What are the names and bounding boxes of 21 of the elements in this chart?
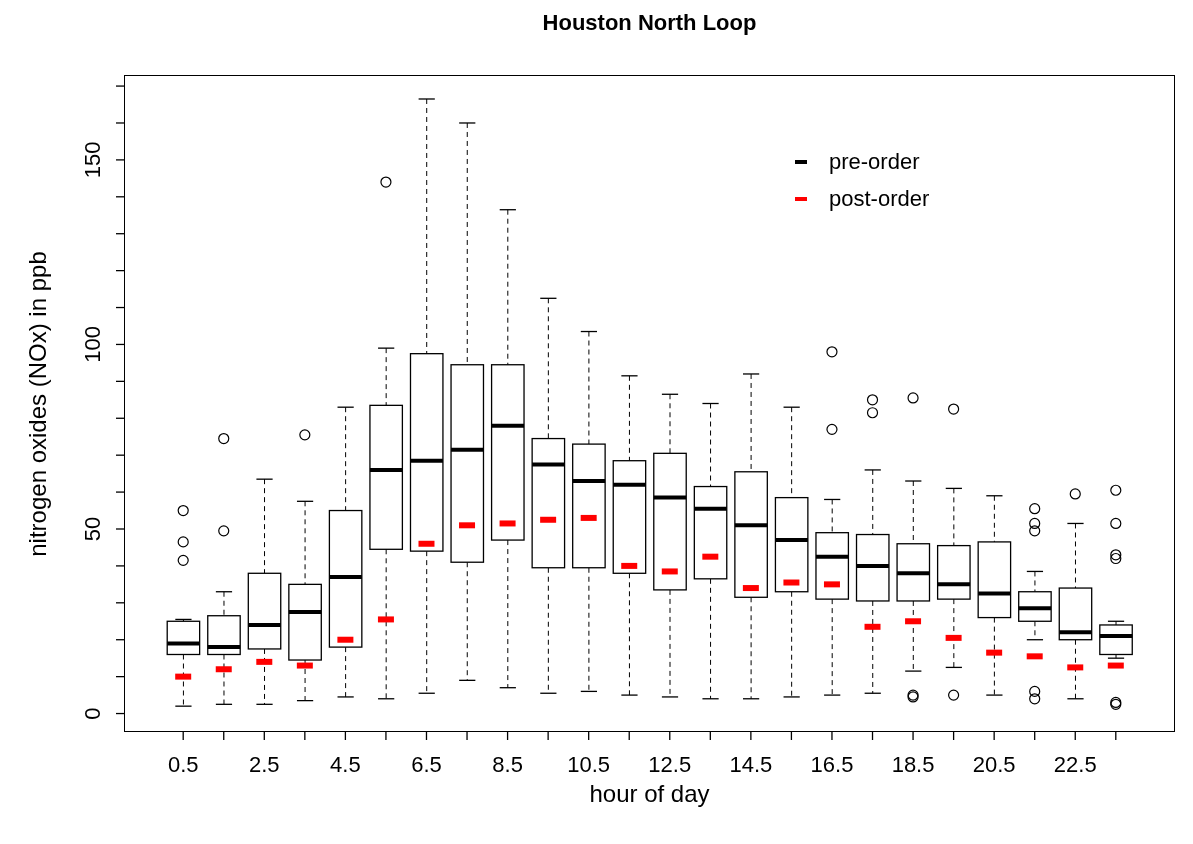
y-tick-label: 150 <box>80 141 105 179</box>
legend-label: post-order <box>829 185 930 213</box>
y-tick-label: 0 <box>80 707 105 720</box>
chart-title: Houston North Loop <box>541 10 758 36</box>
x-tick-label: 8.5 <box>492 752 523 777</box>
y-tick-label: 50 <box>80 516 105 542</box>
x-tick-label: 10.5 <box>567 752 611 777</box>
x-tick-label: 2.5 <box>249 752 280 777</box>
x-axis-title: hour of day <box>588 780 711 808</box>
x-tick-label: 0.5 <box>167 752 199 777</box>
y-tick-label: 100 <box>80 326 105 363</box>
legend-label: pre-order <box>829 148 920 176</box>
y-axis-title: nitrogen oxides (NOx) in ppb <box>24 250 52 557</box>
x-tick-label: 18.5 <box>891 752 935 777</box>
x-tick-label: 14.5 <box>729 752 773 777</box>
x-tick-label: 22.5 <box>1053 752 1097 777</box>
x-tick-label: 12.5 <box>648 752 692 777</box>
x-tick-label: 6.5 <box>411 752 442 777</box>
x-tick-label: 16.5 <box>810 752 854 777</box>
x-tick-label: 20.5 <box>972 752 1016 777</box>
x-tick-label: 4.5 <box>330 752 361 777</box>
